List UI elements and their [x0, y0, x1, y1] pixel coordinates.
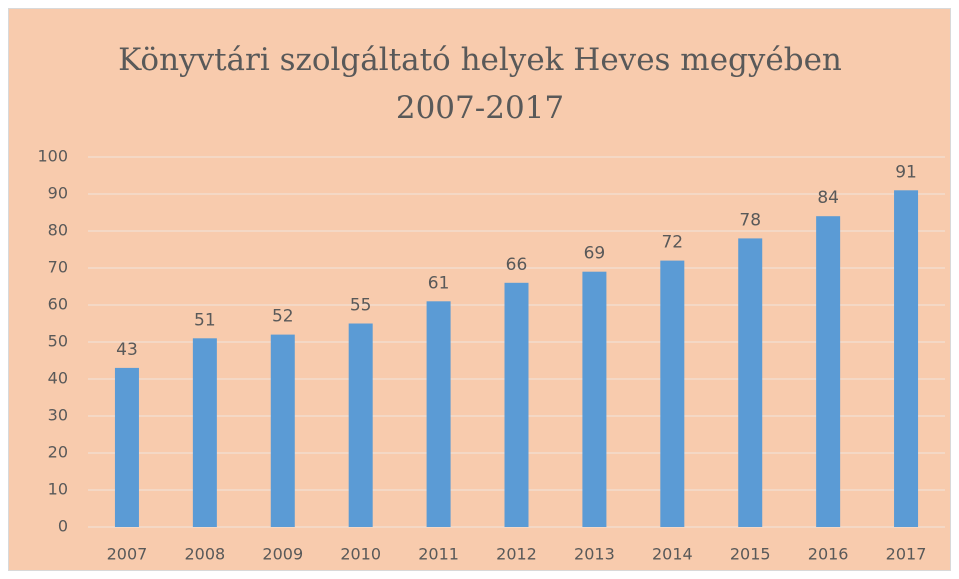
- bar: [504, 282, 529, 527]
- y-tick-label: 40: [48, 369, 68, 388]
- data-label: 55: [350, 296, 372, 316]
- y-tick-label: 60: [48, 295, 68, 314]
- data-label: 91: [895, 162, 917, 182]
- y-tick-label: 30: [48, 406, 68, 425]
- y-tick-label: 80: [48, 221, 68, 240]
- y-tick-label: 70: [48, 258, 68, 277]
- y-tick-label: 90: [48, 184, 68, 203]
- x-tick-label: 2013: [574, 545, 615, 564]
- bar: [816, 216, 841, 527]
- bar: [114, 367, 139, 527]
- y-tick-label: 0: [58, 517, 68, 536]
- data-label: 72: [661, 233, 683, 253]
- y-tick-label: 100: [37, 147, 68, 166]
- data-label: 69: [584, 244, 606, 264]
- bar: [738, 238, 763, 527]
- bar: [582, 271, 607, 527]
- x-tick-label: 2007: [107, 545, 148, 564]
- x-tick-label: 2011: [418, 545, 459, 564]
- chart-title: Könyvtári szolgáltató helyek Heves megyé…: [118, 42, 842, 126]
- x-tick-label: 2014: [652, 545, 693, 564]
- chart-area: [8, 8, 951, 571]
- x-tick-label: 2010: [340, 545, 381, 564]
- bar: [894, 190, 919, 528]
- data-label: 84: [817, 188, 839, 208]
- data-label: 52: [272, 307, 294, 327]
- bar: [270, 334, 295, 527]
- y-tick-label: 20: [48, 443, 68, 462]
- bar: [192, 338, 217, 527]
- bar: [426, 301, 451, 527]
- x-tick-label: 2012: [496, 545, 537, 564]
- data-label: 43: [116, 340, 138, 360]
- bar: [660, 260, 685, 527]
- x-tick-label: 2017: [886, 545, 927, 564]
- x-tick-label: 2009: [262, 545, 303, 564]
- y-tick-label: 50: [48, 332, 68, 351]
- data-label: 61: [428, 273, 450, 293]
- bar: [348, 323, 373, 527]
- x-tick-label: 2008: [185, 545, 226, 564]
- y-tick-label: 10: [48, 480, 68, 499]
- data-label: 78: [739, 210, 761, 230]
- data-label: 66: [506, 255, 528, 275]
- x-tick-label: 2016: [808, 545, 849, 564]
- data-label: 51: [194, 310, 216, 330]
- x-tick-label: 2015: [730, 545, 771, 564]
